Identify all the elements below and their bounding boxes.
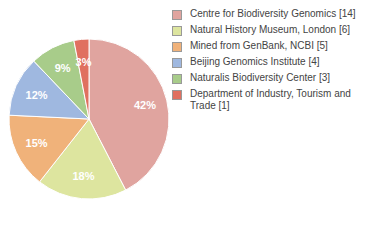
svg-text:18%: 18%: [73, 170, 95, 182]
svg-text:15%: 15%: [26, 137, 48, 149]
svg-text:9%: 9%: [55, 62, 71, 74]
svg-text:12%: 12%: [26, 89, 48, 101]
html-text:Natural History Museum, London: Natural History Museum, London [6]: [190, 24, 351, 35]
html-text:Naturalis Biodiversity Center: Naturalis Biodiversity Center [3]: [190, 72, 331, 83]
svg-text:42%: 42%: [134, 99, 156, 111]
html-text:Department of Industry, Touris: Department of Industry, Tourism and Trad…: [190, 88, 351, 111]
svg-text:3%: 3%: [76, 56, 92, 68]
html-text:Beijing Genomics Institute [4]: Beijing Genomics Institute [4]: [190, 56, 320, 67]
html-text:Centre for Biodiversity Genomi: Centre for Biodiversity Genomics [14]: [190, 8, 356, 19]
html-text:Mined from GenBank, NCBI [5]: Mined from GenBank, NCBI [5]: [190, 40, 328, 51]
